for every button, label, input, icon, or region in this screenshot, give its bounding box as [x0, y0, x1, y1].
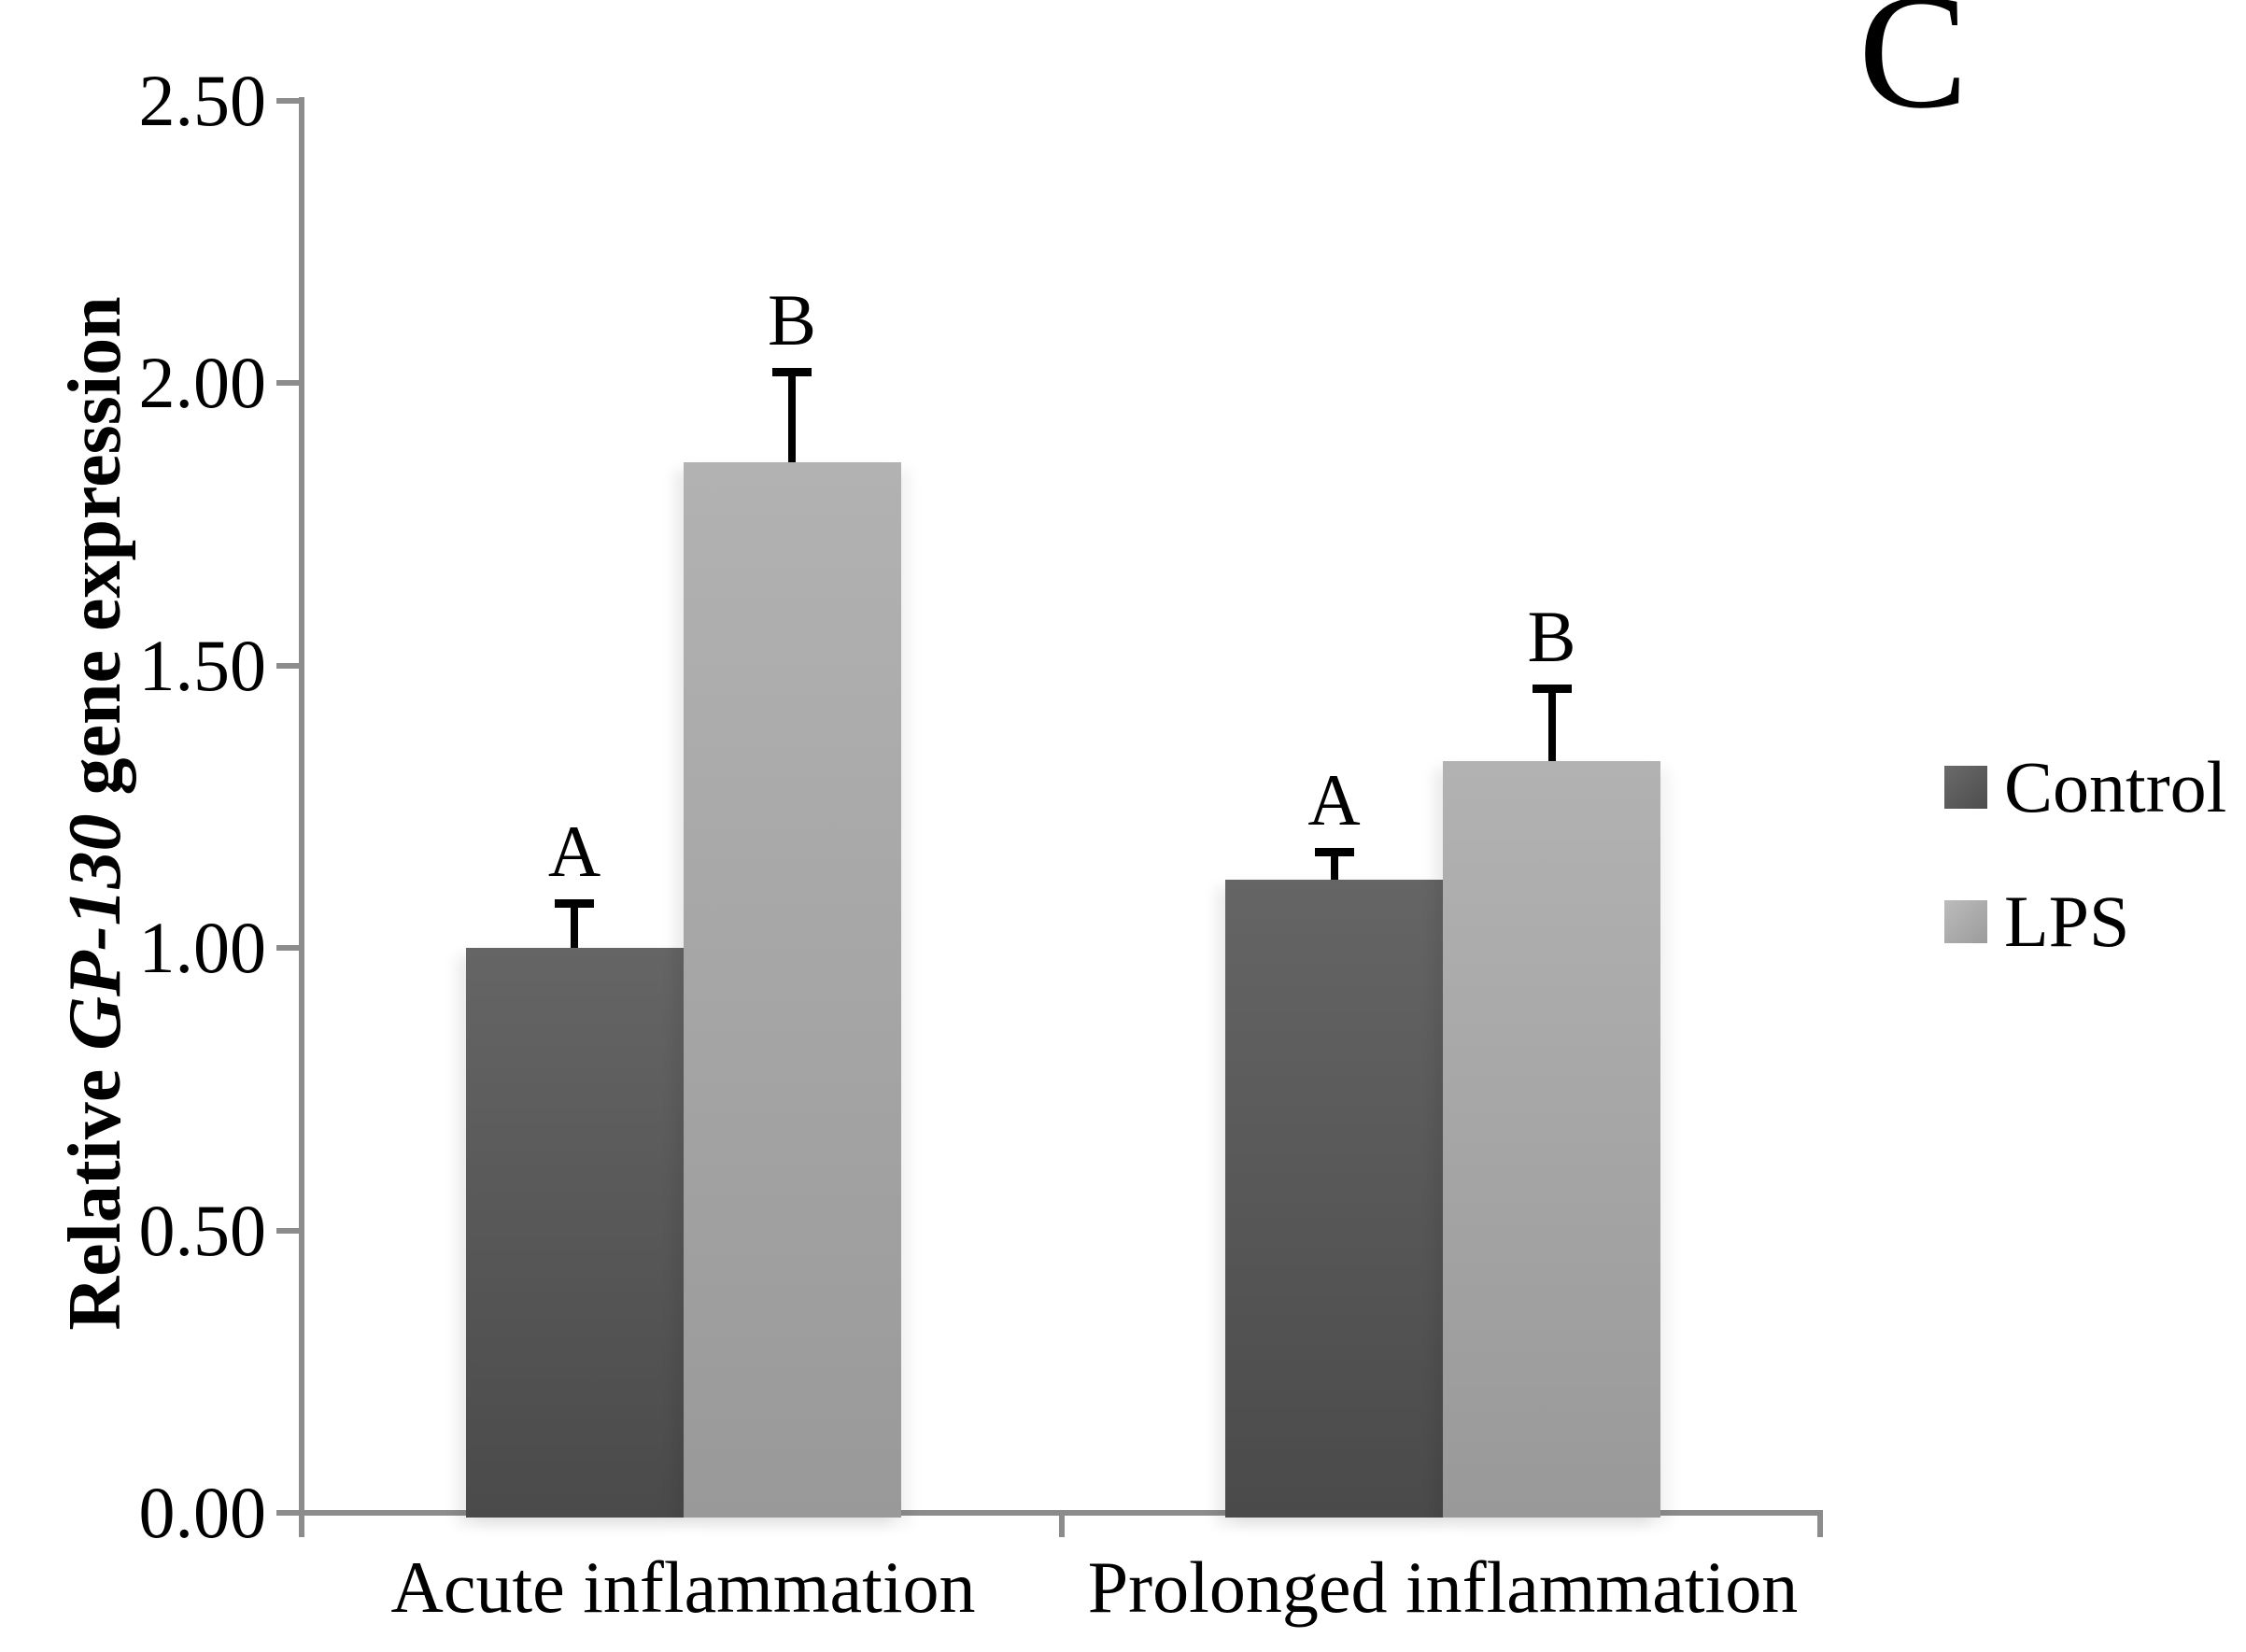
y-axis-tick-mark: [276, 1510, 301, 1516]
error-bar-cap: [1314, 848, 1354, 857]
y-axis-line: [299, 97, 304, 1537]
error-bar-stem: [1330, 852, 1338, 881]
error-bar-stem: [571, 902, 578, 948]
error-bar-cap: [1532, 684, 1572, 693]
y-axis-tick-label: 2.00: [138, 342, 267, 423]
y-axis-tick-label: 1.00: [138, 907, 267, 988]
bar-control-prolonged: [1225, 880, 1443, 1518]
legend-label-lps: LPS: [2004, 881, 2130, 962]
y-axis-tick-mark: [276, 945, 301, 951]
y-axis-tick-mark: [276, 97, 301, 104]
x-axis-category-label: Prolonged inflammation: [1087, 1546, 1799, 1628]
bar-lps-acute: [683, 461, 901, 1518]
bar-control-acute: [465, 948, 684, 1518]
y-axis-title-part1: Relative: [54, 1050, 136, 1331]
panel-label: C: [1858, 0, 1969, 143]
y-axis-tick-label: 0.50: [138, 1189, 267, 1271]
error-bar-stem: [1547, 687, 1556, 762]
bar-lps-prolonged: [1443, 761, 1660, 1518]
y-axis-tick-label: 2.50: [138, 59, 267, 141]
control-swatch-icon: [1944, 766, 1987, 809]
x-axis-category-label: Acute inflammation: [390, 1546, 976, 1628]
y-axis-tick-mark: [276, 662, 301, 669]
legend: Control LPS: [1944, 746, 2226, 963]
legend-label-control: Control: [2004, 746, 2227, 827]
x-axis-end-tick: [1817, 1510, 1823, 1537]
x-axis-category-separator-tick: [1059, 1510, 1065, 1537]
significance-letter: A: [1307, 759, 1361, 841]
error-bar-cap: [555, 898, 594, 908]
legend-item-lps: LPS: [1944, 881, 2226, 963]
y-axis-tick-label: 0.00: [138, 1472, 267, 1553]
y-axis-title: Relative GP-130 gene expression: [54, 132, 136, 1495]
y-axis-tick-mark: [276, 1227, 301, 1234]
error-bar-cap: [772, 367, 812, 376]
significance-letter: B: [1527, 595, 1576, 677]
legend-item-control: Control: [1944, 746, 2226, 828]
error-bar-stem: [788, 371, 796, 462]
significance-letter: B: [767, 278, 817, 360]
y-axis-tick-label: 1.50: [138, 624, 267, 706]
lps-swatch-icon: [1944, 900, 1987, 943]
y-axis-tick-mark: [276, 380, 301, 386]
significance-letter: A: [547, 810, 601, 892]
